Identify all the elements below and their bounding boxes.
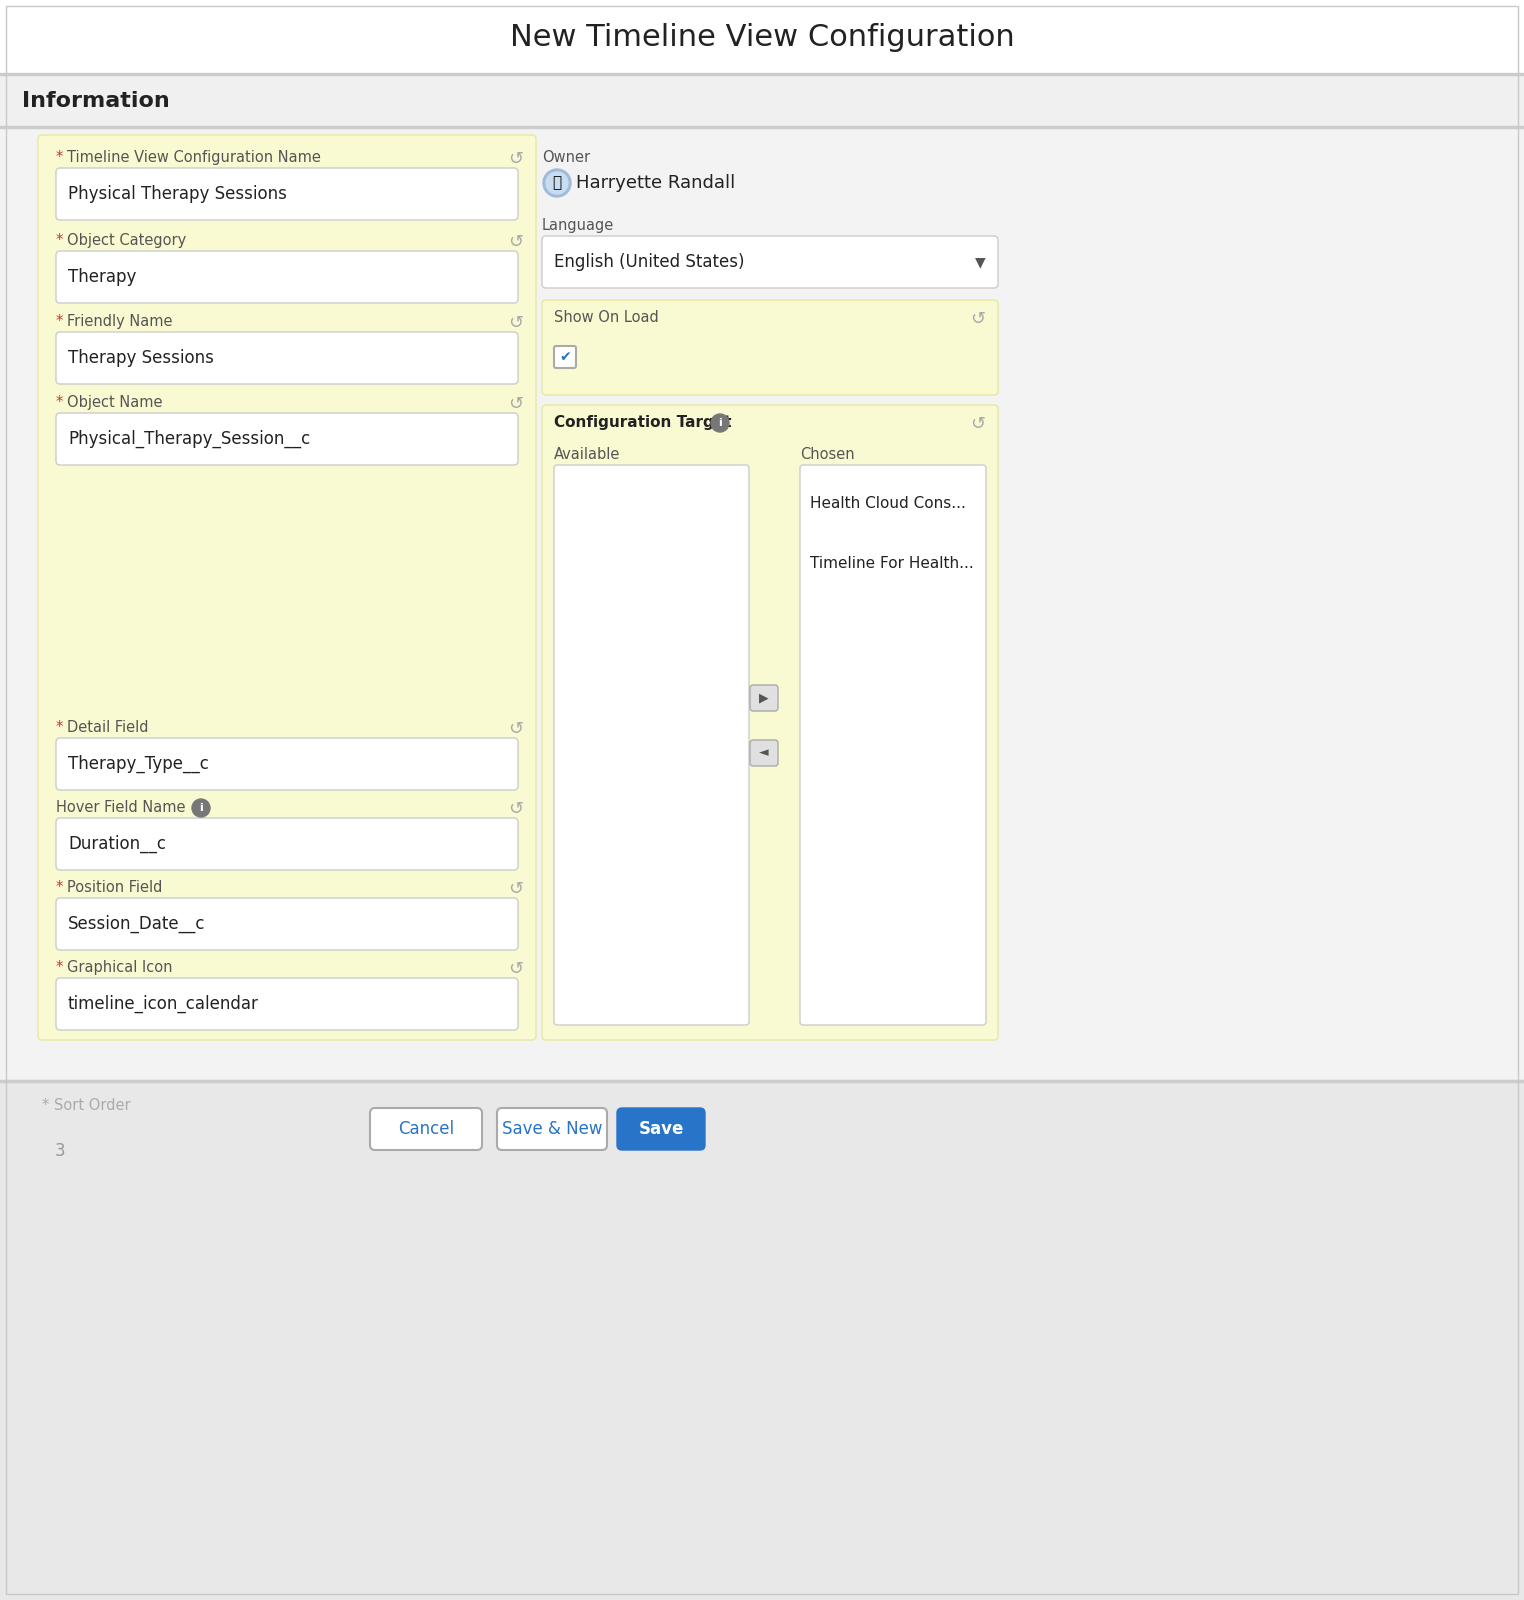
Text: Chosen: Chosen [800, 446, 855, 462]
Text: Harryette Randall: Harryette Randall [576, 174, 735, 192]
Text: ↺: ↺ [509, 314, 524, 333]
Bar [0, 1080, 1524, 1600]
FancyBboxPatch shape [617, 1107, 706, 1150]
FancyBboxPatch shape [800, 466, 986, 1026]
Text: Information: Information [21, 91, 169, 110]
Text: Save & New: Save & New [501, 1120, 602, 1138]
Text: Graphical Icon: Graphical Icon [67, 960, 172, 974]
Circle shape [543, 170, 572, 197]
FancyBboxPatch shape [370, 1107, 482, 1150]
FancyBboxPatch shape [56, 738, 518, 790]
FancyBboxPatch shape [543, 301, 998, 395]
FancyBboxPatch shape [56, 333, 518, 384]
Text: Owner: Owner [543, 150, 590, 165]
Text: ✔: ✔ [559, 350, 572, 365]
Circle shape [192, 798, 210, 818]
Text: ↺: ↺ [509, 880, 524, 898]
FancyBboxPatch shape [750, 739, 777, 766]
Text: Therapy_Type__c: Therapy_Type__c [69, 755, 209, 773]
Circle shape [546, 171, 568, 194]
Text: i: i [718, 418, 722, 427]
Text: *: * [56, 234, 69, 248]
Text: Available: Available [555, 446, 620, 462]
Text: Save: Save [639, 1120, 684, 1138]
Text: ▶: ▶ [759, 691, 768, 704]
Text: ◄: ◄ [759, 747, 768, 760]
Text: Language: Language [543, 218, 614, 234]
FancyBboxPatch shape [56, 978, 518, 1030]
Text: timeline_icon_calendar: timeline_icon_calendar [69, 995, 259, 1013]
Text: ↺: ↺ [509, 395, 524, 413]
Text: *: * [56, 150, 69, 165]
Text: Duration__c: Duration__c [69, 835, 166, 853]
Text: Therapy Sessions: Therapy Sessions [69, 349, 213, 366]
Text: Health Cloud Cons...: Health Cloud Cons... [809, 496, 966, 510]
Text: *: * [56, 720, 69, 734]
Text: Therapy: Therapy [69, 267, 136, 286]
FancyBboxPatch shape [555, 466, 748, 1026]
Text: 🕑: 🕑 [552, 176, 561, 190]
Text: *: * [56, 395, 69, 410]
Text: Timeline For Health...: Timeline For Health... [809, 555, 974, 571]
Text: *: * [56, 314, 69, 330]
Text: ↺: ↺ [971, 414, 986, 434]
Text: Object Name: Object Name [67, 395, 163, 410]
Text: Show On Load: Show On Load [555, 310, 658, 325]
FancyBboxPatch shape [555, 346, 576, 368]
Bar [0, 0, 1524, 75]
FancyBboxPatch shape [56, 413, 518, 466]
FancyBboxPatch shape [56, 168, 518, 219]
Text: ↺: ↺ [509, 234, 524, 251]
Text: ▼: ▼ [975, 254, 986, 269]
Text: Physical Therapy Sessions: Physical Therapy Sessions [69, 186, 287, 203]
Text: Object Category: Object Category [67, 234, 186, 248]
FancyBboxPatch shape [56, 898, 518, 950]
FancyBboxPatch shape [497, 1107, 607, 1150]
Text: ↺: ↺ [509, 720, 524, 738]
FancyBboxPatch shape [38, 134, 536, 1040]
Text: Friendly Name: Friendly Name [67, 314, 172, 330]
Bar [0, 75, 1524, 126]
Text: Hover Field Name: Hover Field Name [56, 800, 186, 814]
Text: English (United States): English (United States) [555, 253, 745, 270]
Text: New Timeline View Configuration: New Timeline View Configuration [509, 24, 1015, 53]
Text: * Sort Order: * Sort Order [43, 1098, 131, 1114]
Text: Timeline View Configuration Name: Timeline View Configuration Name [67, 150, 322, 165]
Text: 3: 3 [55, 1142, 66, 1160]
FancyBboxPatch shape [543, 235, 998, 288]
Text: Physical_Therapy_Session__c: Physical_Therapy_Session__c [69, 430, 311, 448]
Circle shape [712, 414, 728, 432]
Text: ↺: ↺ [971, 310, 986, 328]
FancyBboxPatch shape [750, 685, 777, 710]
Text: Session_Date__c: Session_Date__c [69, 915, 206, 933]
Text: Configuration Target: Configuration Target [555, 414, 732, 430]
Text: Position Field: Position Field [67, 880, 163, 894]
Text: i: i [200, 803, 203, 813]
Text: ↺: ↺ [509, 800, 524, 818]
FancyBboxPatch shape [56, 818, 518, 870]
Text: Detail Field: Detail Field [67, 720, 148, 734]
Text: *: * [56, 880, 69, 894]
FancyBboxPatch shape [543, 405, 998, 1040]
Text: Cancel: Cancel [398, 1120, 454, 1138]
Text: *: * [56, 960, 69, 974]
Text: ↺: ↺ [509, 960, 524, 978]
Text: ↺: ↺ [509, 150, 524, 168]
FancyBboxPatch shape [56, 251, 518, 302]
